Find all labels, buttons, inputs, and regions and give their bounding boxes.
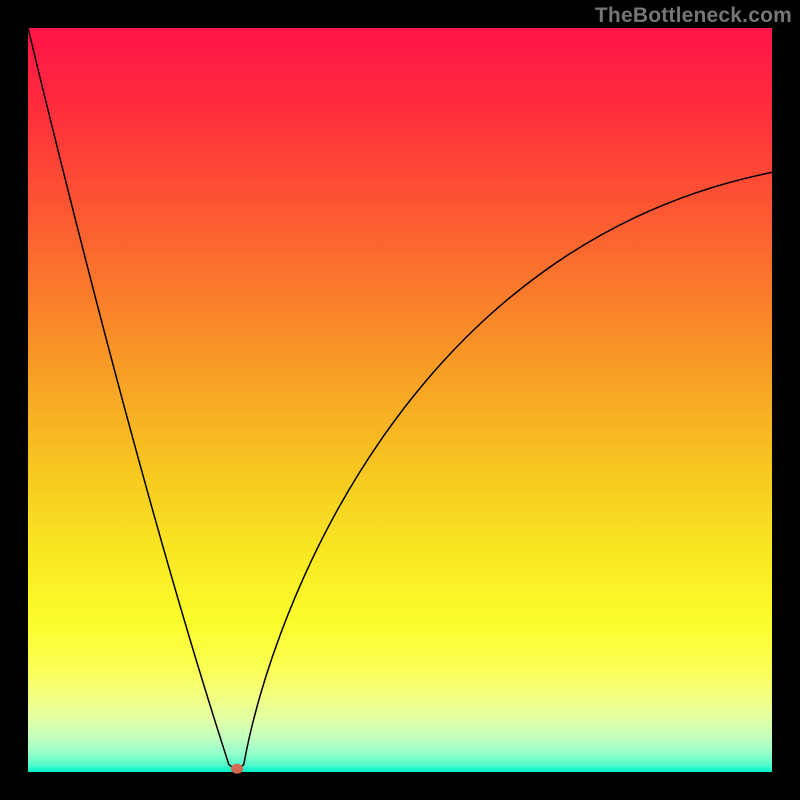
optimal-point-marker [231,764,243,774]
chart-container: TheBottleneck.com [0,0,800,800]
bottleneck-chart [0,0,800,800]
watermark-text: TheBottleneck.com [595,4,792,28]
chart-plot-area [28,28,772,772]
